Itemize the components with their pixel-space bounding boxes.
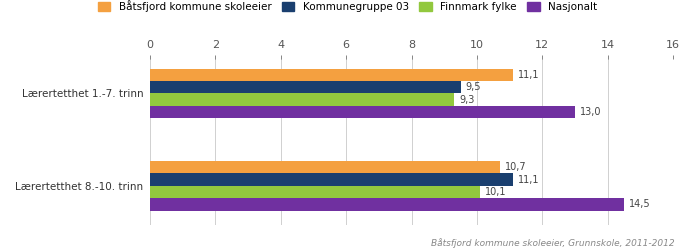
Bar bbox=[150, 93, 454, 106]
Text: 10,7: 10,7 bbox=[505, 162, 526, 172]
Bar bbox=[150, 198, 624, 211]
Legend: Båtsfjord kommune skoleeier, Kommunegruppe 03, Finnmark fylke, Nasjonalt: Båtsfjord kommune skoleeier, Kommunegrup… bbox=[98, 0, 597, 12]
Text: Båtsfjord kommune skoleeier, Grunnskole, 2011-2012: Båtsfjord kommune skoleeier, Grunnskole,… bbox=[430, 238, 674, 248]
Text: 13,0: 13,0 bbox=[580, 107, 601, 117]
Text: 10,1: 10,1 bbox=[485, 187, 507, 197]
Text: 11,1: 11,1 bbox=[518, 175, 539, 185]
Bar bbox=[150, 174, 513, 186]
Bar bbox=[150, 68, 513, 81]
Text: 11,1: 11,1 bbox=[518, 70, 539, 80]
Bar bbox=[150, 186, 480, 198]
Bar bbox=[150, 161, 500, 173]
Bar bbox=[150, 106, 575, 118]
Text: 14,5: 14,5 bbox=[629, 200, 651, 209]
Text: 9,3: 9,3 bbox=[459, 94, 474, 104]
Text: 9,5: 9,5 bbox=[466, 82, 481, 92]
Bar bbox=[150, 81, 461, 93]
